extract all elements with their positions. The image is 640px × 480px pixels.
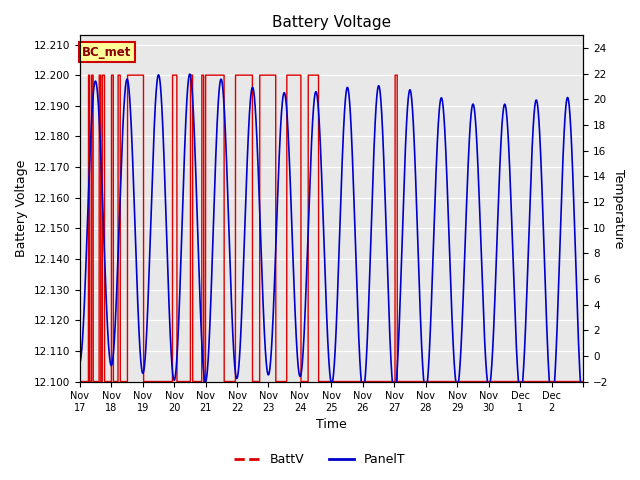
BattV — [579, 379, 587, 384]
PanelT — [101, 264, 109, 270]
BattV — [449, 379, 457, 384]
PanelT — [186, 71, 194, 77]
PanelT — [396, 309, 404, 315]
BattV — [374, 379, 381, 384]
PanelT — [579, 385, 587, 391]
Line: BattV: BattV — [79, 75, 583, 382]
Y-axis label: Temperature: Temperature — [612, 169, 625, 248]
PanelT — [258, 274, 266, 279]
PanelT — [449, 340, 457, 346]
BattV — [76, 379, 83, 384]
Y-axis label: Battery Voltage: Battery Voltage — [15, 160, 28, 257]
Line: PanelT: PanelT — [79, 74, 583, 388]
PanelT — [476, 216, 484, 222]
BattV — [396, 379, 403, 384]
BattV — [84, 72, 92, 78]
X-axis label: Time: Time — [316, 419, 347, 432]
Title: Battery Voltage: Battery Voltage — [272, 15, 391, 30]
PanelT — [76, 360, 83, 366]
PanelT — [358, 385, 366, 391]
BattV — [101, 379, 109, 384]
PanelT — [374, 85, 381, 91]
BattV — [258, 72, 266, 78]
BattV — [476, 379, 484, 384]
Text: BC_met: BC_met — [82, 46, 132, 59]
Legend: BattV, PanelT: BattV, PanelT — [229, 448, 411, 471]
